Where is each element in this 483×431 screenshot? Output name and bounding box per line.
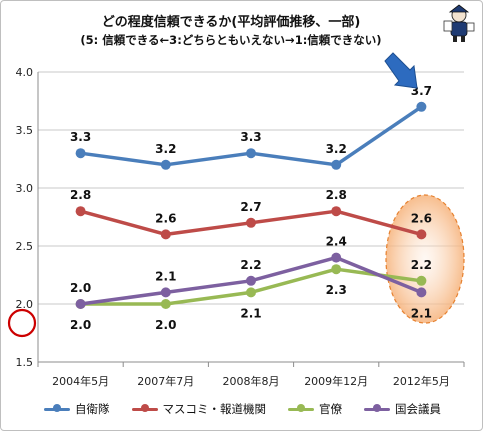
legend-item: 国会議員: [364, 401, 441, 417]
data-point: [416, 229, 427, 240]
data-label: 2.0: [70, 318, 91, 332]
line-chart: 1.5 2.0 2.5 3.0 3.5 4.0 2004年5月 2007年7月 2008年8月 2…: [7, 52, 465, 388]
legend-swatch: [131, 404, 158, 412]
data-label: 2.8: [326, 188, 347, 202]
data-point: [331, 264, 342, 275]
data-label: 3.3: [70, 130, 91, 144]
data-label: 2.1: [411, 306, 432, 320]
legend-item: マスコミ・報道機関: [131, 401, 267, 417]
data-point: [331, 206, 342, 217]
y-tick-label: 3.0: [16, 182, 34, 195]
data-label: 2.1: [240, 306, 261, 320]
highlight-ellipse: [385, 194, 465, 324]
legend-label: 自衛隊: [75, 402, 110, 416]
data-point: [160, 159, 171, 170]
data-point: [160, 299, 171, 309]
data-point: [416, 101, 427, 112]
data-label: 2.7: [240, 200, 261, 214]
data-label: 2.4: [326, 235, 347, 249]
data-label: 2.0: [70, 281, 91, 295]
data-label: 2.3: [326, 283, 347, 297]
legend-item: 官僚: [288, 401, 342, 417]
data-point: [246, 148, 256, 159]
data-label: 2.0: [155, 318, 176, 332]
data-label: 2.2: [240, 258, 261, 272]
data-label: 3.2: [326, 142, 347, 156]
data-point: [160, 229, 171, 240]
x-tick-label: 2008年8月: [223, 374, 280, 388]
legend-item: 自衛隊: [44, 401, 110, 417]
data-point: [160, 287, 171, 298]
data-label: 2.6: [411, 211, 432, 225]
x-tick-label: 2012年5月: [393, 374, 450, 388]
data-label: 2.2: [411, 258, 432, 272]
data-point: [331, 252, 342, 263]
data-point: [75, 206, 86, 217]
chart-subtitle: (5: 信頼できる←3:どちらともいえない→1:信頼できない): [80, 33, 382, 47]
y-tick-label: 2.5: [16, 240, 34, 253]
mascot-illustration: [443, 4, 475, 42]
x-tick-label: 2007年7月: [137, 374, 194, 388]
data-label: 2.6: [155, 211, 176, 225]
x-tick-label: 2009年12月: [304, 374, 368, 388]
legend-swatch: [364, 404, 390, 412]
chart-title: どの程度信頼できるか(平均評価推移、一部): [101, 15, 361, 30]
data-point: [416, 275, 427, 286]
chart-legend: 自衛隊 マスコミ・報道機関 官僚 国会議員: [1, 401, 482, 417]
data-point: [246, 275, 256, 286]
y-tick-label: 4.0: [16, 66, 34, 79]
legend-swatch: [44, 404, 70, 412]
red-circle-icon: [7, 308, 37, 338]
data-point: [416, 287, 427, 298]
data-point: [246, 287, 256, 298]
y-tick-label: 1.5: [16, 356, 34, 369]
legend-label: マスコミ・報道機関: [162, 402, 267, 416]
data-label: 2.8: [70, 188, 91, 202]
data-label: 3.2: [155, 142, 176, 156]
data-point: [246, 217, 256, 228]
arrow-icon: [384, 52, 418, 89]
data-point: [75, 299, 86, 309]
data-point: [75, 148, 86, 159]
y-tick-label: 3.5: [16, 124, 34, 137]
data-label: 3.3: [240, 130, 261, 144]
legend-label: 官僚: [319, 402, 342, 416]
data-label: 2.1: [155, 269, 176, 283]
y-tick-label: 2.0: [16, 298, 34, 311]
legend-label: 国会議員: [395, 402, 441, 416]
data-point: [331, 159, 342, 170]
legend-swatch: [288, 404, 314, 412]
x-tick-label: 2004年5月: [52, 374, 109, 388]
